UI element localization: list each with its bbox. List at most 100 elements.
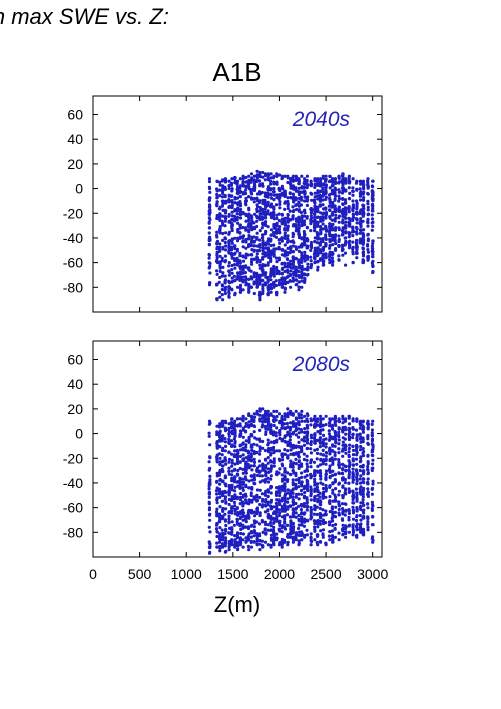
data-point	[343, 491, 347, 495]
data-point	[207, 468, 211, 472]
data-point	[283, 475, 287, 479]
data-point	[258, 174, 262, 178]
data-point	[328, 196, 332, 201]
data-point	[266, 212, 270, 216]
data-point	[351, 457, 355, 461]
data-point	[361, 447, 365, 451]
data-point	[318, 425, 323, 429]
data-point	[309, 248, 313, 252]
data-point	[313, 448, 317, 452]
data-point	[366, 192, 370, 196]
data-point	[264, 223, 268, 227]
data-point	[244, 536, 248, 540]
data-point	[300, 446, 304, 450]
data-point	[359, 507, 363, 512]
data-point	[305, 487, 310, 491]
data-point	[370, 428, 374, 432]
data-point	[300, 471, 304, 475]
data-point	[366, 177, 370, 181]
data-point	[223, 532, 227, 536]
x-tick-label: 1000	[171, 566, 202, 582]
data-point	[309, 206, 313, 211]
data-point	[227, 179, 231, 183]
data-point	[238, 266, 242, 270]
data-point	[344, 428, 348, 432]
data-point	[236, 221, 240, 225]
data-point	[362, 450, 366, 454]
y-tick-label: -80	[63, 279, 83, 295]
data-point	[371, 252, 375, 256]
data-point	[269, 469, 273, 473]
scatter-points	[207, 169, 375, 302]
data-point	[238, 466, 242, 471]
data-point	[249, 269, 253, 273]
data-point	[305, 500, 309, 504]
data-point	[297, 208, 301, 212]
data-point	[351, 436, 355, 440]
data-point	[324, 484, 328, 488]
data-point	[230, 432, 234, 436]
data-point	[274, 492, 278, 496]
data-point	[235, 497, 239, 501]
data-point	[297, 201, 301, 205]
data-point	[309, 511, 313, 515]
data-point	[297, 451, 301, 456]
data-point	[318, 414, 323, 418]
data-point	[266, 187, 270, 191]
data-point	[291, 224, 295, 228]
data-point	[255, 252, 259, 256]
data-point	[318, 258, 323, 262]
data-point	[230, 241, 234, 245]
data-point	[241, 174, 245, 178]
data-point	[324, 477, 328, 482]
data-point	[258, 184, 262, 188]
data-point	[278, 490, 282, 494]
data-point	[313, 414, 317, 418]
data-point	[313, 185, 317, 189]
data-point	[278, 206, 282, 210]
data-point	[370, 466, 374, 470]
data-point	[297, 463, 301, 467]
data-point	[361, 465, 365, 469]
data-point	[230, 189, 234, 193]
data-point	[337, 174, 341, 178]
data-point	[337, 254, 341, 258]
data-point	[358, 231, 362, 235]
data-point	[233, 504, 237, 508]
data-point	[266, 461, 270, 465]
data-point	[208, 271, 212, 275]
data-point	[269, 440, 273, 444]
data-point	[272, 534, 276, 538]
data-point	[269, 274, 273, 278]
data-point	[218, 231, 222, 235]
data-point	[249, 180, 253, 184]
data-point	[371, 255, 375, 259]
data-point	[207, 419, 212, 423]
data-point	[278, 502, 282, 507]
data-point	[241, 245, 245, 249]
data-point	[303, 185, 307, 189]
data-point	[324, 521, 328, 525]
data-point	[333, 444, 337, 448]
data-point	[294, 188, 298, 192]
data-point	[370, 450, 374, 454]
data-point	[258, 258, 262, 263]
data-point	[223, 236, 227, 240]
y-tick-label: 20	[67, 156, 83, 172]
data-point	[333, 204, 337, 208]
data-point	[235, 215, 239, 219]
data-point	[341, 454, 345, 458]
data-point	[355, 514, 359, 518]
data-point	[221, 189, 225, 193]
data-point	[334, 213, 338, 217]
data-point	[249, 474, 253, 478]
data-point	[272, 217, 276, 221]
data-point	[275, 538, 279, 542]
data-point	[255, 256, 260, 260]
data-point	[249, 260, 254, 264]
data-point	[215, 507, 219, 511]
data-point	[352, 501, 356, 505]
data-point	[321, 433, 326, 437]
data-point	[354, 457, 359, 461]
data-point	[238, 512, 242, 516]
